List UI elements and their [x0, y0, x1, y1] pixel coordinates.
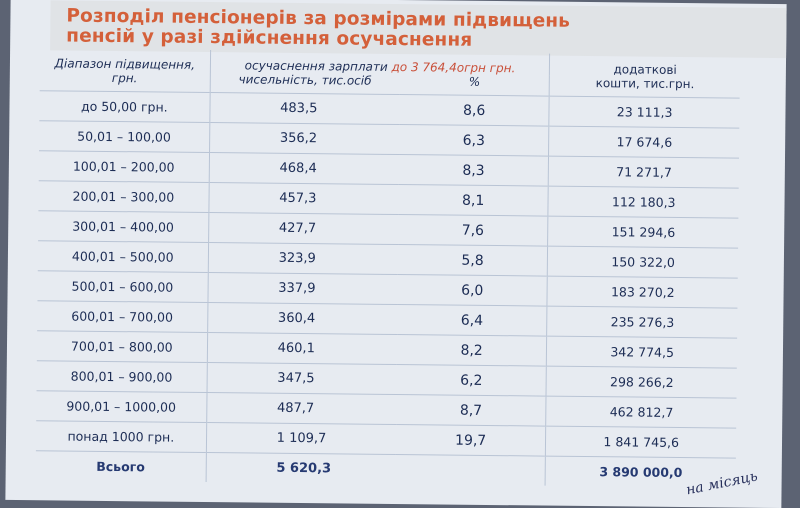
percent-cell: 6,0: [397, 274, 548, 307]
count-cell: 487,7: [206, 392, 397, 425]
range-header: Діапазон підвищення,: [54, 56, 196, 72]
range-cell: до 50,00 грн.: [39, 90, 210, 123]
percent-header: %: [468, 74, 481, 89]
percent-cell: 8,3: [398, 154, 549, 187]
modernization-amount: до 3 764,4огрн грн.: [391, 59, 516, 76]
percent-cell: 8,1: [398, 184, 549, 217]
pension-distribution-table: Діапазон підвищення, осучаснення зарплат…: [35, 48, 741, 488]
range-cell: 700,01 – 800,00: [36, 330, 208, 363]
count-cell: 347,5: [206, 362, 397, 395]
funds-cell: 71 271,7: [548, 156, 740, 189]
total-row: Всього 5 620,3 3 890 000,0: [35, 450, 736, 488]
funds-cell: 17 674,6: [548, 126, 740, 159]
funds-cell: 150 322,0: [547, 246, 739, 279]
total-label: Всього: [35, 450, 207, 483]
total-count: 5 620,3: [205, 452, 396, 485]
funds-cell: 298 266,2: [546, 366, 737, 399]
range-cell: понад 1000 грн.: [35, 420, 207, 453]
funds-cell: 112 180,3: [548, 186, 739, 219]
range-cell: 600,01 – 700,00: [37, 300, 208, 333]
range-cell: 500,01 – 600,00: [37, 270, 208, 303]
count-cell: 468,4: [208, 152, 399, 185]
count-cell: 337,9: [207, 272, 398, 305]
range-cell: 100,01 – 200,00: [38, 150, 210, 183]
range-cell: 50,01 – 100,00: [39, 120, 210, 153]
funds-cell: 462 812,7: [546, 396, 737, 429]
percent-cell: 8,6: [399, 94, 550, 127]
percent-cell: 6,4: [397, 304, 548, 337]
percent-cell: 6,3: [398, 124, 550, 157]
count-cell: 483,5: [209, 92, 400, 125]
count-cell: 460,1: [207, 332, 398, 365]
document-title-line-2: пенсій у разі здійснення осучаснення: [66, 25, 473, 51]
range-cell: 200,01 – 300,00: [38, 180, 209, 213]
count-cell: 1 109,7: [206, 422, 397, 455]
funds-cell: 342 774,5: [546, 336, 738, 369]
funds-cell: 235 276,3: [547, 306, 738, 339]
funds-unit-header: кошти, тис.грн.: [549, 75, 740, 99]
funds-cell: 151 294,6: [548, 216, 739, 249]
range-cell: 400,01 – 500,00: [37, 240, 209, 273]
range-cell: 300,01 – 400,00: [38, 210, 209, 243]
percent-cell: 19,7: [395, 424, 547, 457]
range-unit-header: грн.: [111, 71, 138, 86]
funds-cell: 23 111,3: [549, 96, 740, 129]
document-sheet: Розподіл пенсіонерів за розмірами підвищ…: [5, 0, 787, 508]
percent-cell: 8,2: [396, 334, 548, 367]
extra-funds-header: додаткові: [549, 53, 741, 78]
percent-cell: 5,8: [397, 244, 549, 277]
funds-cell: 183 270,2: [547, 276, 738, 309]
percent-cell: 6,2: [396, 364, 547, 397]
range-cell: 900,01 – 1000,00: [36, 390, 207, 423]
count-cell: 356,2: [209, 122, 400, 155]
total-percent: [395, 454, 546, 486]
percent-cell: 8,7: [396, 394, 547, 427]
count-cell: 457,3: [208, 182, 399, 215]
count-cell: 323,9: [207, 242, 398, 275]
funds-cell: 1 841 745,6: [545, 426, 737, 459]
count-cell: 360,4: [207, 302, 398, 335]
percent-cell: 7,6: [397, 214, 549, 247]
count-header: чисельність, тис.осіб: [209, 72, 400, 95]
count-cell: 427,7: [208, 212, 399, 245]
range-cell: 800,01 – 900,00: [36, 360, 208, 393]
